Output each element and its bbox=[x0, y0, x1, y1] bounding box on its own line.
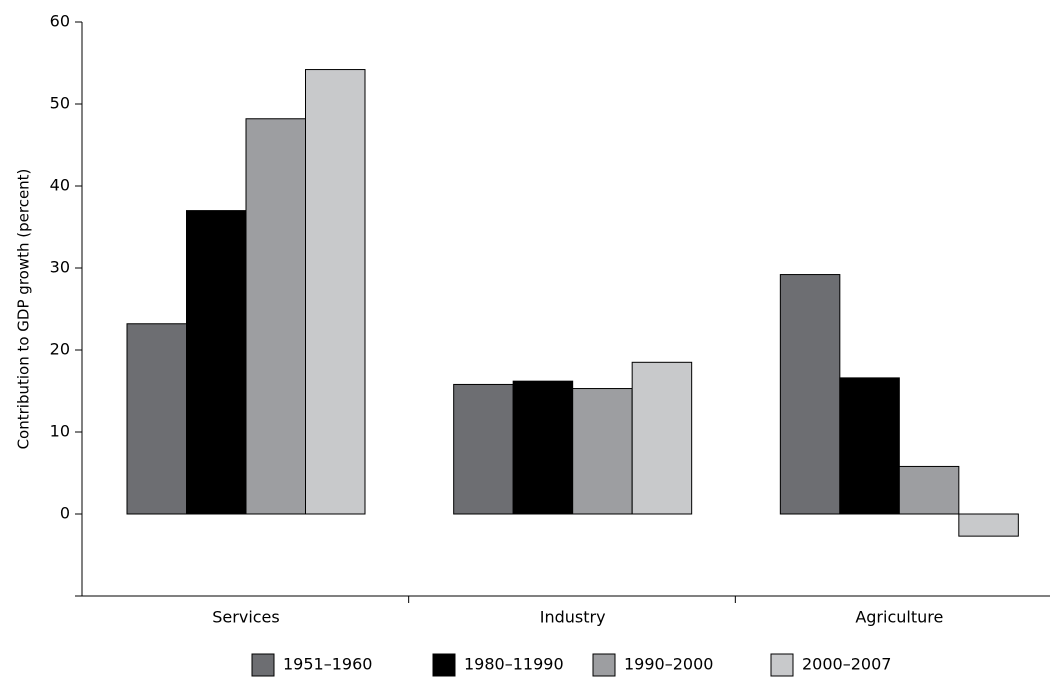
y-ticks: 0 10 20 30 40 50 60 bbox=[50, 12, 82, 597]
legend-label: 1990–2000 bbox=[624, 655, 713, 674]
bar-services-1 bbox=[126, 323, 187, 515]
y-tick-label: 20 bbox=[50, 340, 70, 359]
legend-swatch bbox=[432, 653, 456, 677]
legend-swatch bbox=[592, 653, 616, 677]
y-tick-label: 60 bbox=[50, 12, 70, 31]
legend-swatch bbox=[770, 653, 794, 677]
bars bbox=[126, 69, 1019, 537]
axes bbox=[81, 22, 1050, 597]
legend-swatch bbox=[251, 653, 275, 677]
category-label: Services bbox=[212, 608, 279, 627]
legend-label: 2000–2007 bbox=[802, 655, 891, 674]
x-ticks: Services Industry Agriculture bbox=[212, 596, 943, 627]
category-label: Agriculture bbox=[855, 608, 943, 627]
bar-services-3 bbox=[245, 118, 306, 515]
legend: 1951–1960 1980–11990 1990–2000 2000–2007 bbox=[251, 653, 891, 677]
legend-label: 1980–11990 bbox=[464, 655, 564, 674]
y-tick-label: 40 bbox=[50, 176, 70, 195]
bar-agriculture-2 bbox=[839, 377, 900, 515]
bar-industry-4 bbox=[631, 361, 693, 515]
y-tick-label: 10 bbox=[50, 422, 70, 441]
category-label: Industry bbox=[540, 608, 606, 627]
bar-services-2 bbox=[186, 210, 247, 515]
bar-services-4 bbox=[305, 69, 366, 515]
bar-agriculture-4 bbox=[958, 513, 1019, 537]
bar-industry-1 bbox=[453, 383, 514, 515]
y-axis-title: Contribution to GDP growth (percent) bbox=[15, 169, 33, 450]
y-tick-label: 50 bbox=[50, 94, 70, 113]
bar-agriculture-3 bbox=[898, 465, 960, 515]
y-tick-label: 30 bbox=[50, 258, 70, 277]
legend-label: 1951–1960 bbox=[283, 655, 372, 674]
bar-industry-2 bbox=[512, 380, 574, 515]
y-tick-label: 0 bbox=[60, 504, 70, 523]
bar-agriculture-1 bbox=[779, 274, 841, 515]
bar-industry-3 bbox=[572, 388, 633, 515]
